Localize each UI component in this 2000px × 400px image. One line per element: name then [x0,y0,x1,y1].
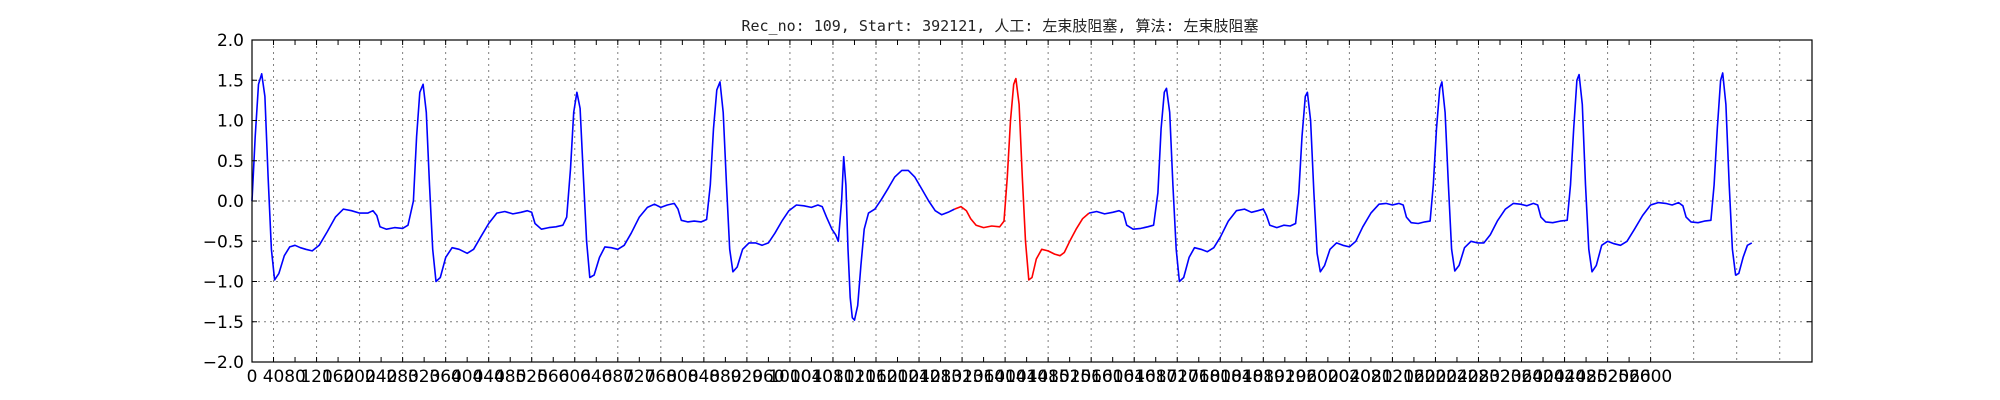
x-tick-label: 0 [247,367,258,387]
x-tick-label: 280 [386,367,418,387]
x-tick-label: 1160 [854,367,897,387]
x-tick-label: 600 [559,367,591,387]
x-tick-label: 2120 [1371,367,1414,387]
x-tick-label: 1360 [962,367,1005,387]
x-tick-label: 2360 [1500,367,1543,387]
x-tick-label: 1960 [1285,367,1328,387]
x-tick-label: 2400 [1521,367,1564,387]
y-tick-label: −1.0 [203,273,244,293]
ecg-line-highlighted-beat [954,77,1090,281]
x-tick-label: 1440 [1005,367,1048,387]
x-tick-label: 1560 [1070,367,1113,387]
x-tick-label: 200 [343,367,375,387]
x-tick-label: 2600 [1629,367,1672,387]
x-tick-label: 2440 [1543,367,1586,387]
x-tick-label: 840 [688,367,720,387]
x-tick-label: 480 [494,367,526,387]
y-tick-label: 1.0 [217,112,244,132]
x-tick-label: 1600 [1091,367,1134,387]
x-tick-label: 240 [365,367,397,387]
x-tick-label: 1040 [790,367,833,387]
x-tick-label: 2480 [1564,367,1607,387]
x-tick-label: 2520 [1586,367,1629,387]
x-tick-label: 1120 [833,367,876,387]
x-tick-label: 680 [602,367,634,387]
x-tick-label: 2040 [1328,367,1371,387]
x-tick-label: 920 [731,367,763,387]
x-tick-label: 2080 [1349,367,1392,387]
y-tick-label: 0.5 [217,152,244,172]
x-tick-label: 2320 [1478,367,1521,387]
x-tick-label: 1920 [1263,367,1306,387]
x-tick-label: 1840 [1220,367,1263,387]
x-tick-label: 800 [666,367,698,387]
x-tick-label: 1520 [1048,367,1091,387]
x-tick-label: 640 [580,367,612,387]
x-tick-label: 1080 [811,367,854,387]
x-tick-label: 80 [284,367,306,387]
x-tick-label: 440 [472,367,504,387]
x-tick-label: 2000 [1306,367,1349,387]
x-tick-label: 120 [300,367,332,387]
x-tick-label: 1880 [1242,367,1285,387]
x-tick-label: 1320 [940,367,983,387]
ecg-line-before [251,73,955,321]
x-tick-label: 1200 [876,367,919,387]
x-tick-label: 1720 [1156,367,1199,387]
x-tick-label: 40 [263,367,285,387]
y-tick-label: 2.0 [217,31,244,51]
x-tick-label: 560 [537,367,569,387]
x-tick-label: 880 [709,367,741,387]
axes: −2.0−1.5−1.0−0.50.00.51.01.52.00 40 801201… [203,31,1812,387]
x-tick-label: 400 [451,367,483,387]
y-tick-label: 0.0 [217,192,244,212]
grid-lines [252,40,1812,362]
x-tick-label: 2560 [1607,367,1650,387]
x-tick-label: 1760 [1177,367,1220,387]
x-tick-label: 1000 [768,367,811,387]
y-tick-label: −0.5 [203,232,244,252]
y-tick-label: −1.5 [203,313,244,333]
x-tick-label: 720 [623,367,655,387]
x-tick-label: 1240 [897,367,940,387]
chart-title: Rec_no: 109, Start: 392121, 人工: 左束肢阻塞, 算… [741,17,1258,35]
x-tick-label: 1280 [919,367,962,387]
x-tick-label: 760 [645,367,677,387]
x-tick-label: 1480 [1027,367,1070,387]
x-tick-label: 2200 [1414,367,1457,387]
x-tick-label: 2240 [1435,367,1478,387]
x-tick-label: 2280 [1457,367,1500,387]
x-tick-label: 320 [408,367,440,387]
x-tick-label: 960 [752,367,784,387]
x-tick-label: 160 [322,367,354,387]
x-tick-label: 1800 [1199,367,1242,387]
ecg-series [251,72,1753,321]
y-tick-label: 1.5 [217,71,244,91]
x-tick-label: 1680 [1134,367,1177,387]
x-tick-label: 2160 [1392,367,1435,387]
x-tick-label: 360 [429,367,461,387]
ecg-line-after [1088,72,1753,283]
x-tick-label: 520 [515,367,547,387]
y-tick-label: −2.0 [203,353,244,373]
x-tick-label: 1640 [1113,367,1156,387]
x-tick-label: 1400 [983,367,1026,387]
